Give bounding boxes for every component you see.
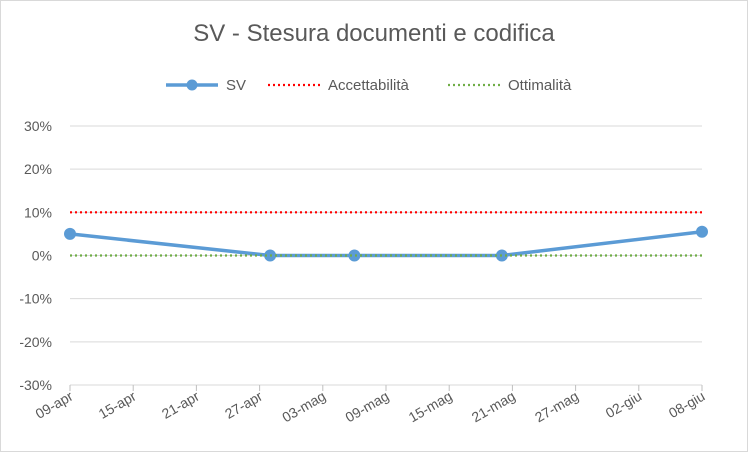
legend-label: Accettabilità — [328, 77, 410, 94]
x-tick-label: 21-mag — [469, 388, 518, 426]
y-tick-label: 10% — [24, 204, 52, 220]
y-tick-label: -10% — [19, 291, 52, 307]
data-point — [696, 225, 708, 238]
data-point — [64, 227, 76, 240]
y-tick-label: 30% — [24, 118, 52, 134]
x-tick-label: 02-giu — [603, 388, 645, 421]
legend-label: Ottimalità — [508, 77, 572, 94]
x-tick-label: 09-mag — [342, 388, 391, 426]
x-tick-label: 21-apr — [159, 388, 202, 422]
x-tick-label: 08-giu — [666, 388, 708, 421]
x-tick-label: 03-mag — [279, 388, 328, 426]
y-tick-label: 0% — [32, 248, 52, 264]
x-tick-label: 27-mag — [532, 388, 581, 426]
y-tick-label: -20% — [19, 334, 52, 350]
legend-label: SV — [226, 77, 246, 94]
series-line-sv — [68, 230, 704, 258]
y-tick-label: -30% — [19, 377, 52, 393]
x-tick-label: 15-mag — [406, 388, 455, 426]
x-tick-label: 15-apr — [96, 388, 139, 422]
chart-title: SV - Stesura documenti e codifica — [193, 20, 555, 47]
x-tick-label: 27-apr — [222, 388, 265, 422]
y-tick-label: 20% — [24, 161, 52, 177]
legend-marker — [186, 79, 198, 91]
data-point — [348, 249, 361, 262]
